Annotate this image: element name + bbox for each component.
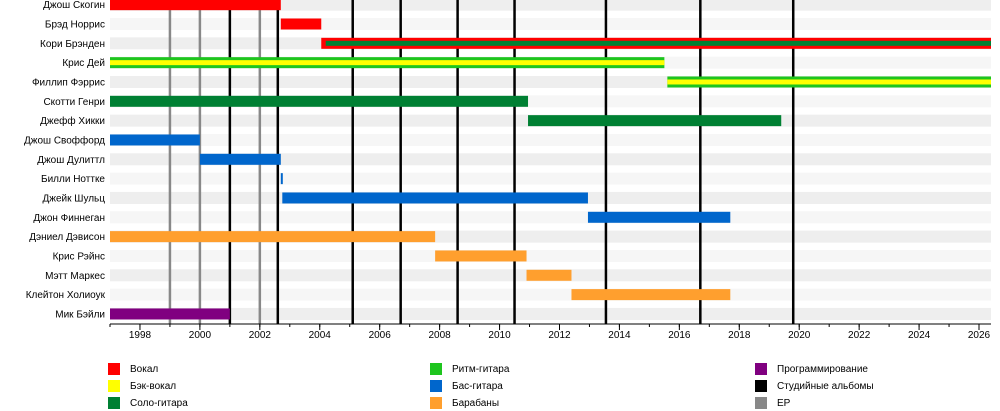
member-label: Крис Рэйнс — [53, 251, 105, 262]
legend-item-vocals: Вокал — [108, 361, 158, 377]
legend-label: Бэк-вокал — [130, 380, 177, 392]
member-label: Мик Бэйли — [55, 309, 105, 320]
legend-swatch — [430, 397, 442, 409]
member-label: Джефф Хикки — [40, 115, 105, 127]
x-tick-label: 1998 — [129, 330, 152, 341]
legend-item-bass: Бас-гитара — [430, 378, 503, 394]
x-tick-label: 2024 — [908, 330, 931, 341]
x-tick-label: 2002 — [249, 330, 272, 341]
row-band — [110, 288, 991, 301]
legend-swatch — [108, 380, 120, 392]
legend-item-eps: EP — [755, 395, 790, 411]
x-tick-label: 2018 — [728, 330, 751, 341]
member-label: Брэд Норрис — [45, 19, 105, 30]
member-bar-programming — [110, 308, 230, 320]
member-bar-drums — [435, 250, 527, 262]
member-bar-backing_vocals — [667, 79, 991, 85]
member-labels: Джош Скогин Брэд Норрис Кори Брэнден Крис Д… — [24, 0, 106, 320]
member-bar-drums — [571, 289, 731, 301]
legend-swatch — [755, 380, 767, 392]
member-label: Скотти Генри — [43, 97, 105, 108]
member-bar-drums — [110, 231, 436, 243]
x-tick-label: 2008 — [429, 330, 452, 341]
member-label: Джейк Шульц — [43, 193, 106, 204]
member-label: Крис Дей — [62, 58, 105, 69]
member-bar-lead_guitar — [325, 40, 991, 46]
legend-item-lead_guitar: Соло-гитара — [108, 395, 188, 411]
legend-swatch — [430, 380, 442, 392]
legend-label: Бас-гитара — [452, 380, 503, 392]
row-band — [110, 211, 991, 224]
legend-swatch — [108, 363, 120, 375]
x-tick-label: 2016 — [668, 330, 691, 341]
row-band — [110, 153, 991, 166]
x-tick-label: 2012 — [548, 330, 571, 341]
member-label: Кори Брэнден — [40, 39, 105, 50]
legend-label: Барабаны — [452, 397, 500, 409]
row-band — [110, 0, 991, 11]
member-label: Джош Дулиттл — [37, 155, 105, 166]
row-band — [110, 307, 991, 320]
x-tick-label: 2020 — [788, 330, 811, 341]
legend-item-drums: Барабаны — [430, 395, 499, 411]
x-tick-label: 2010 — [488, 330, 511, 341]
x-tick-label: 2022 — [848, 330, 871, 341]
row-band — [110, 133, 991, 146]
member-label: Мэтт Маркес — [45, 271, 105, 282]
legend-item-studio_albums: Студийные альбомы — [755, 378, 874, 394]
legend-label: Соло-гитара — [130, 397, 188, 409]
member-bar-backing_vocals — [110, 60, 665, 66]
row-band — [110, 17, 991, 30]
timeline-chart: Джош Скогин Брэд Норрис Кори Брэнден Крис Д… — [24, 0, 991, 341]
legend-swatch — [755, 363, 767, 375]
x-tick-label: 2026 — [968, 330, 991, 341]
x-tick-label: 2006 — [369, 330, 392, 341]
row-band — [110, 249, 991, 262]
member-bar-bass — [280, 173, 283, 185]
member-bar-bass — [110, 134, 200, 146]
member-label: Филлип Фэррис — [32, 77, 105, 88]
legend-item-programming: Программирование — [755, 361, 868, 377]
x-tick-label: 2000 — [189, 330, 212, 341]
member-bars — [110, 0, 991, 320]
member-bar-bass — [199, 153, 281, 165]
member-label: Джош Своффорд — [24, 134, 105, 146]
member-label: Дэниел Дэвисон — [29, 232, 105, 243]
legend-swatch — [108, 397, 120, 409]
legend-label: Ритм-гитара — [452, 363, 510, 375]
member-bar-lead_guitar — [110, 95, 529, 107]
legend-label: EP — [777, 397, 791, 409]
x-axis: 1998 2000 2002 2004 2006 2008 2010 2012 2014 2016… — [109, 323, 991, 341]
member-bar-drums — [526, 269, 572, 281]
row-band — [110, 172, 991, 185]
legend-swatch — [430, 363, 442, 375]
legend-label: Программирование — [777, 363, 868, 375]
member-bar-bass — [282, 192, 588, 204]
legend-swatch — [755, 397, 767, 409]
x-tick-label: 2014 — [608, 330, 631, 341]
x-tick-label: 2004 — [309, 330, 332, 341]
legend-item-backing_vocals: Бэк-вокал — [108, 378, 176, 394]
member-label: Билли Ноттке — [41, 174, 105, 185]
member-label: Джош Скогин — [43, 0, 105, 11]
member-label: Клейтон Холиоук — [26, 290, 106, 301]
legend-item-rhythm_guitar: Ритм-гитара — [430, 361, 509, 377]
member-bar-vocals — [280, 18, 322, 30]
member-bar-bass — [587, 211, 731, 223]
member-bar-vocals — [110, 0, 281, 11]
row-bands — [110, 0, 991, 320]
legend-label: Вокал — [130, 363, 159, 375]
member-bar-lead_guitar — [528, 115, 782, 127]
legend: Вокал Бэк-вокал Соло-гитара Ритм-гитара Бас-… — [0, 358, 1000, 411]
legend-label: Студийные альбомы — [777, 380, 874, 392]
member-label: Джон Финнеган — [33, 213, 105, 224]
